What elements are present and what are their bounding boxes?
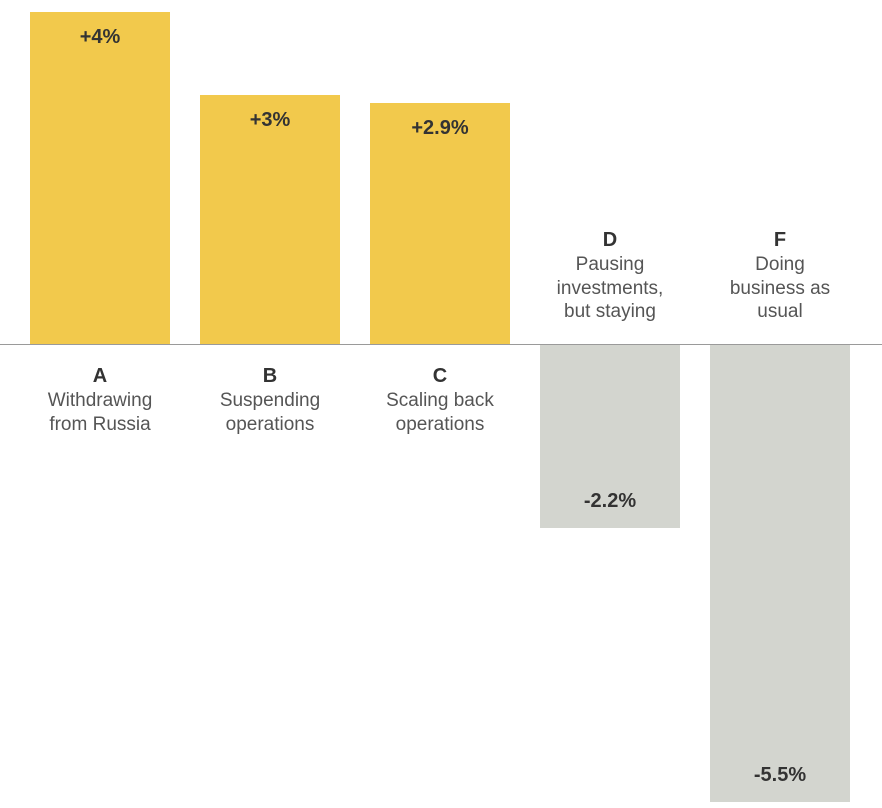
diverging-bar-chart: +4% AWithdrawingfrom Russia +3% BSuspending…: [0, 0, 882, 808]
bar-desc-line: but staying: [530, 300, 690, 324]
bar-letter: C: [360, 364, 520, 389]
bar-letter: A: [20, 364, 180, 389]
bar-letter: F: [700, 228, 860, 253]
bar-desc-line: operations: [190, 413, 350, 437]
bar-a: [30, 12, 170, 344]
bar-desc-line: investments,: [530, 277, 690, 301]
bar-value-d: -2.2%: [540, 490, 680, 513]
bar-f: [710, 345, 850, 802]
bar-label-f: FDoingbusiness asusual: [700, 228, 860, 324]
bar-label-b: BSuspendingoperations: [190, 364, 350, 437]
bar-value-f: -5.5%: [710, 764, 850, 787]
bar-desc-line: Doing: [700, 253, 860, 277]
bar-letter: D: [530, 228, 690, 253]
bar-value-c: +2.9%: [370, 117, 510, 140]
bar-desc-line: Withdrawing: [20, 389, 180, 413]
bar-label-d: DPausinginvestments,but staying: [530, 228, 690, 324]
bar-desc-line: Suspending: [190, 389, 350, 413]
bar-desc-line: operations: [360, 413, 520, 437]
bar-label-a: AWithdrawingfrom Russia: [20, 364, 180, 437]
bar-desc-line: Scaling back: [360, 389, 520, 413]
bar-letter: B: [190, 364, 350, 389]
bar-label-c: CScaling backoperations: [360, 364, 520, 437]
bar-value-b: +3%: [200, 109, 340, 132]
bar-desc-line: usual: [700, 300, 860, 324]
bar-desc-line: business as: [700, 277, 860, 301]
bar-value-a: +4%: [30, 26, 170, 49]
bar-desc-line: from Russia: [20, 413, 180, 437]
bar-desc-line: Pausing: [530, 253, 690, 277]
bar-b: [200, 95, 340, 344]
